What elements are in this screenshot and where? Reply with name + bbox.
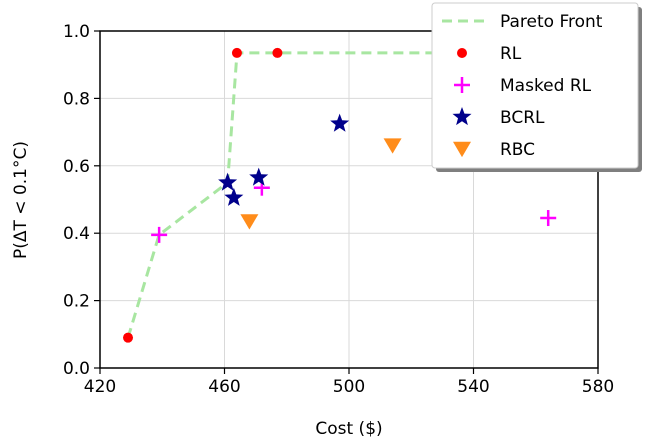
y-tick-label: 0.0 — [63, 359, 90, 379]
x-tick-label: 580 — [582, 377, 614, 397]
bcrl-point — [249, 167, 269, 186]
y-tick-label: 0.4 — [63, 224, 90, 244]
rl-point — [123, 332, 134, 343]
y-tick-label: 0.2 — [63, 292, 90, 312]
x-tick-label: 540 — [457, 377, 489, 397]
legend-label: RL — [500, 44, 522, 64]
bcrl-point — [224, 187, 244, 206]
x-tick-label: 460 — [208, 377, 240, 397]
legend-entry: Masked RL — [454, 76, 592, 96]
legend: Pareto Front RL Masked RL BCRL RBC — [431, 2, 642, 172]
y-tick-label: 0.8 — [63, 89, 90, 109]
rl-point — [231, 47, 242, 58]
y-axis-label: P(ΔT < 0.1°C) — [11, 141, 31, 259]
legend-label: Masked RL — [500, 76, 592, 96]
x-tick-label: 420 — [84, 377, 116, 397]
rbc-point — [383, 138, 402, 154]
x-tick-label: 500 — [333, 377, 365, 397]
legend-entry: BCRL — [452, 107, 545, 128]
legend-label: RBC — [500, 140, 535, 160]
plot-series — [123, 47, 598, 343]
bcrl-point — [218, 172, 238, 191]
y-tick-label: 1.0 — [63, 22, 90, 42]
x-ticks: 420 460 500 540 580 — [84, 368, 614, 397]
legend-label: BCRL — [500, 108, 545, 128]
x-axis-label: Cost ($) — [315, 419, 382, 439]
rl-point — [272, 47, 283, 58]
legend-entry: Pareto Front — [442, 12, 603, 32]
legend-box — [431, 2, 639, 169]
bcrl-point — [330, 113, 350, 132]
masked-rl-point — [151, 226, 168, 243]
legend-swatch-rbc — [453, 141, 471, 158]
legend-entry: RL — [457, 44, 522, 64]
legend-label: Pareto Front — [500, 12, 603, 32]
y-ticks: 0.0 0.2 0.4 0.6 0.8 1.0 — [63, 22, 100, 379]
rbc-point — [240, 214, 259, 230]
legend-swatch-masked-rl — [454, 77, 470, 93]
pareto-front-line — [126, 51, 598, 339]
legend-entry: RBC — [453, 140, 535, 160]
y-tick-label: 0.6 — [63, 157, 90, 177]
legend-swatch-rl — [457, 48, 467, 58]
legend-swatch-bcrl — [452, 107, 472, 126]
masked-rl-point — [540, 210, 557, 227]
